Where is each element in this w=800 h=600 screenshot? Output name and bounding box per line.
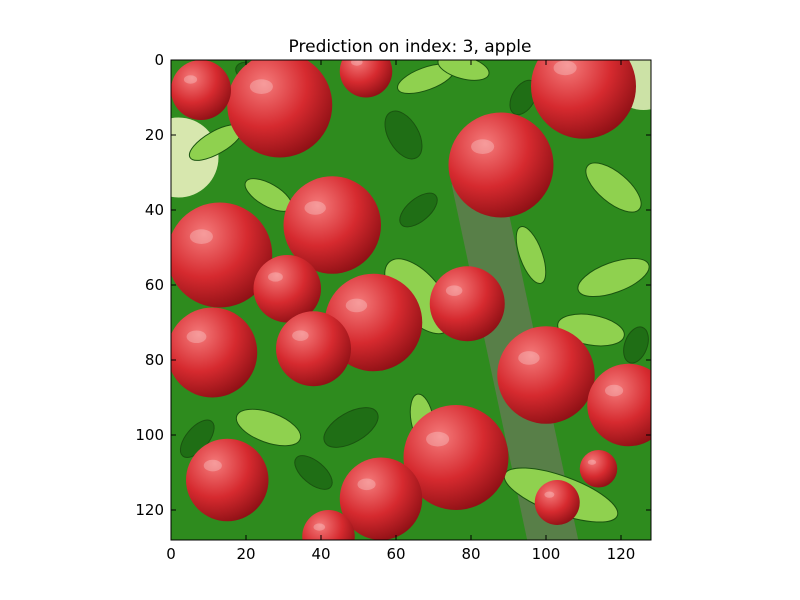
- image-plot-area: [170, 59, 652, 541]
- apple-highlight: [292, 330, 309, 341]
- x-axis: 0 20 40 60 80 100 120: [166, 60, 635, 563]
- leaf: [323, 407, 379, 448]
- apple-highlight: [304, 201, 326, 215]
- y-tick-label: 60: [145, 276, 164, 294]
- leaf: [577, 257, 650, 298]
- apple-body: [186, 438, 269, 522]
- apple-body: [339, 60, 393, 98]
- apple-highlight: [249, 79, 273, 94]
- apple: [171, 60, 231, 120]
- apple-highlight: [604, 384, 624, 397]
- apple-body: [171, 60, 231, 120]
- apple: [283, 176, 381, 274]
- x-tick-label: 100: [532, 545, 561, 563]
- leaf: [585, 162, 642, 213]
- apple-highlight: [544, 491, 555, 498]
- apple: [531, 60, 636, 139]
- apple: [429, 266, 505, 342]
- apple-body: [171, 307, 258, 398]
- leaf: [235, 408, 302, 447]
- apple-highlight: [189, 229, 213, 244]
- apple-body: [227, 60, 333, 158]
- apple-highlight: [445, 285, 463, 296]
- leaf: [515, 226, 547, 284]
- apple-highlight: [426, 431, 450, 447]
- leaf: [399, 192, 438, 228]
- apple-body: [587, 363, 651, 447]
- apple-body: [497, 326, 595, 424]
- apple-highlight: [518, 351, 540, 365]
- apple-highlight: [553, 60, 577, 76]
- apple-highlight: [351, 60, 363, 66]
- apple: [253, 255, 321, 323]
- apple-image: [171, 60, 651, 540]
- apple: [276, 311, 351, 387]
- apple: [339, 60, 393, 98]
- apple-body: [403, 405, 509, 510]
- apple-highlight: [345, 298, 368, 313]
- apple: [186, 438, 269, 522]
- apple-body: [339, 457, 423, 540]
- leaf: [437, 60, 490, 81]
- apple-body: [448, 112, 554, 218]
- x-tick-label: 20: [236, 545, 255, 563]
- apple: [339, 457, 423, 540]
- apple-body: [276, 311, 351, 387]
- y-tick-label: 40: [145, 201, 164, 219]
- y-tick-label: 100: [135, 426, 164, 444]
- apple-body: [531, 60, 636, 139]
- apple-highlight: [268, 272, 283, 282]
- apple: [171, 307, 258, 398]
- apple-body: [579, 450, 618, 488]
- apple: [579, 450, 618, 488]
- apple-body: [302, 510, 355, 540]
- apple-body: [429, 266, 505, 342]
- chart-title: Prediction on index: 3, apple: [289, 37, 532, 57]
- apple-highlight: [313, 523, 326, 531]
- x-tick-label: 80: [461, 545, 480, 563]
- x-tick-label: 120: [607, 545, 636, 563]
- leaf: [384, 110, 423, 160]
- apple-highlight: [357, 478, 376, 491]
- apple-body: [171, 202, 273, 308]
- x-tick-label: 40: [311, 545, 330, 563]
- apple-highlight: [186, 330, 207, 344]
- apple: [587, 363, 651, 447]
- apple-body: [253, 255, 321, 323]
- apple-highlight: [203, 459, 222, 472]
- leaf: [294, 455, 333, 490]
- apple: [497, 326, 595, 424]
- axes-frame: [170, 59, 652, 541]
- leaf: [623, 326, 649, 364]
- apple: [227, 60, 333, 158]
- apple-body: [534, 480, 580, 525]
- apple: [534, 480, 580, 525]
- apple-body: [283, 176, 381, 274]
- apple-highlight: [587, 459, 597, 465]
- y-tick-label: 80: [145, 351, 164, 369]
- apple: [171, 202, 273, 308]
- x-tick-label: 0: [166, 545, 176, 563]
- apple-highlight: [183, 75, 198, 84]
- y-tick-label: 120: [135, 501, 164, 519]
- y-tick-label: 0: [154, 51, 164, 69]
- apple: [403, 405, 509, 510]
- y-tick-label: 20: [145, 126, 164, 144]
- apple-highlight: [471, 139, 495, 154]
- y-axis: 0 20 40 60 80 100 120: [135, 51, 651, 519]
- apple: [302, 510, 355, 540]
- apple: [448, 112, 554, 218]
- x-tick-label: 60: [386, 545, 405, 563]
